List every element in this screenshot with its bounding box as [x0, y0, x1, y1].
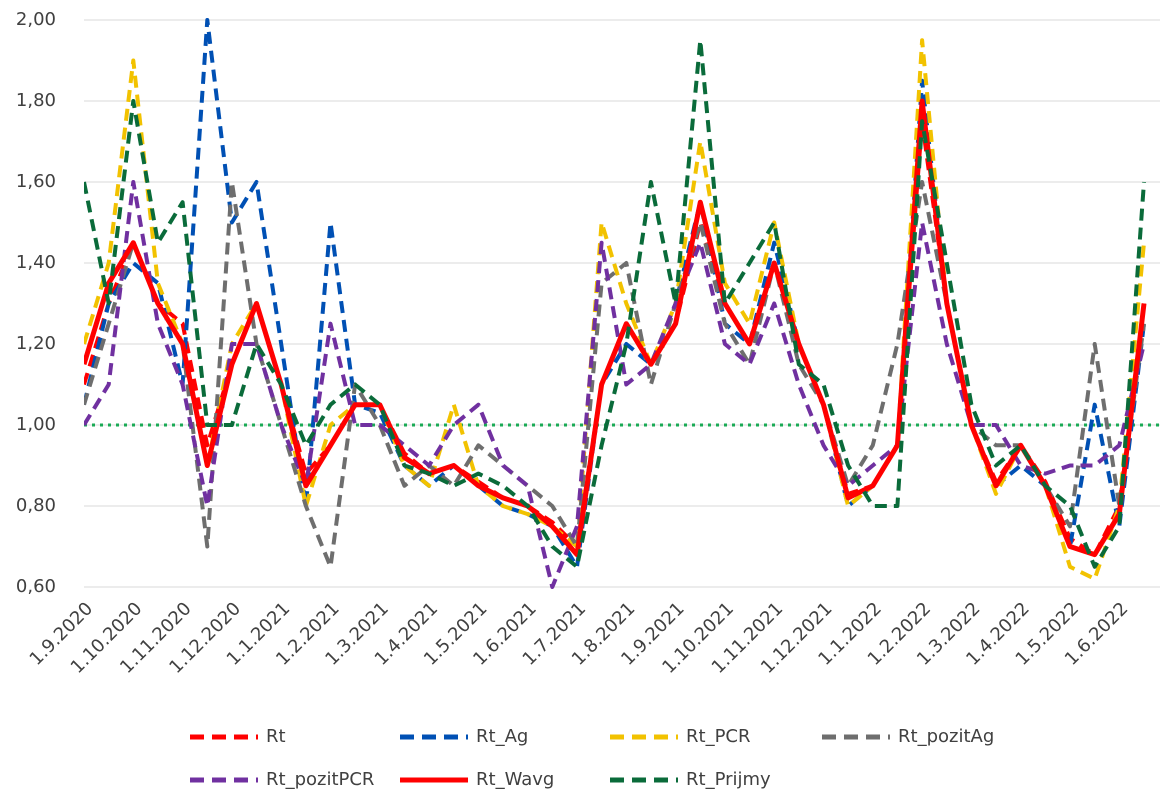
y-tick-label: 1,60: [16, 171, 56, 192]
y-tick-label: 1,20: [16, 333, 56, 354]
legend-label: Rt_pozitAg: [898, 726, 994, 747]
y-tick-label: 0,80: [16, 495, 56, 516]
legend-label: Rt_Prijmy: [686, 769, 771, 790]
series-line: [84, 38, 1146, 569]
series-line: [84, 18, 1146, 569]
y-tick-label: 1,40: [16, 252, 56, 273]
legend-label: Rt_Wavg: [476, 769, 554, 790]
legend-label: Rt_Ag: [476, 726, 528, 747]
y-tick-label: 1,80: [16, 90, 56, 111]
series-line: [84, 180, 1146, 569]
plot-lines: [84, 18, 1147, 589]
series-line: [84, 98, 1147, 558]
legend-label: Rt_pozitPCR: [266, 769, 374, 790]
y-tick-label: 2,00: [16, 9, 56, 30]
y-tick-label: 1,00: [16, 414, 56, 435]
y-tick-label: 0,60: [16, 576, 56, 597]
legend-label: Rt_PCR: [686, 726, 751, 747]
legend-label: Rt: [266, 726, 286, 747]
